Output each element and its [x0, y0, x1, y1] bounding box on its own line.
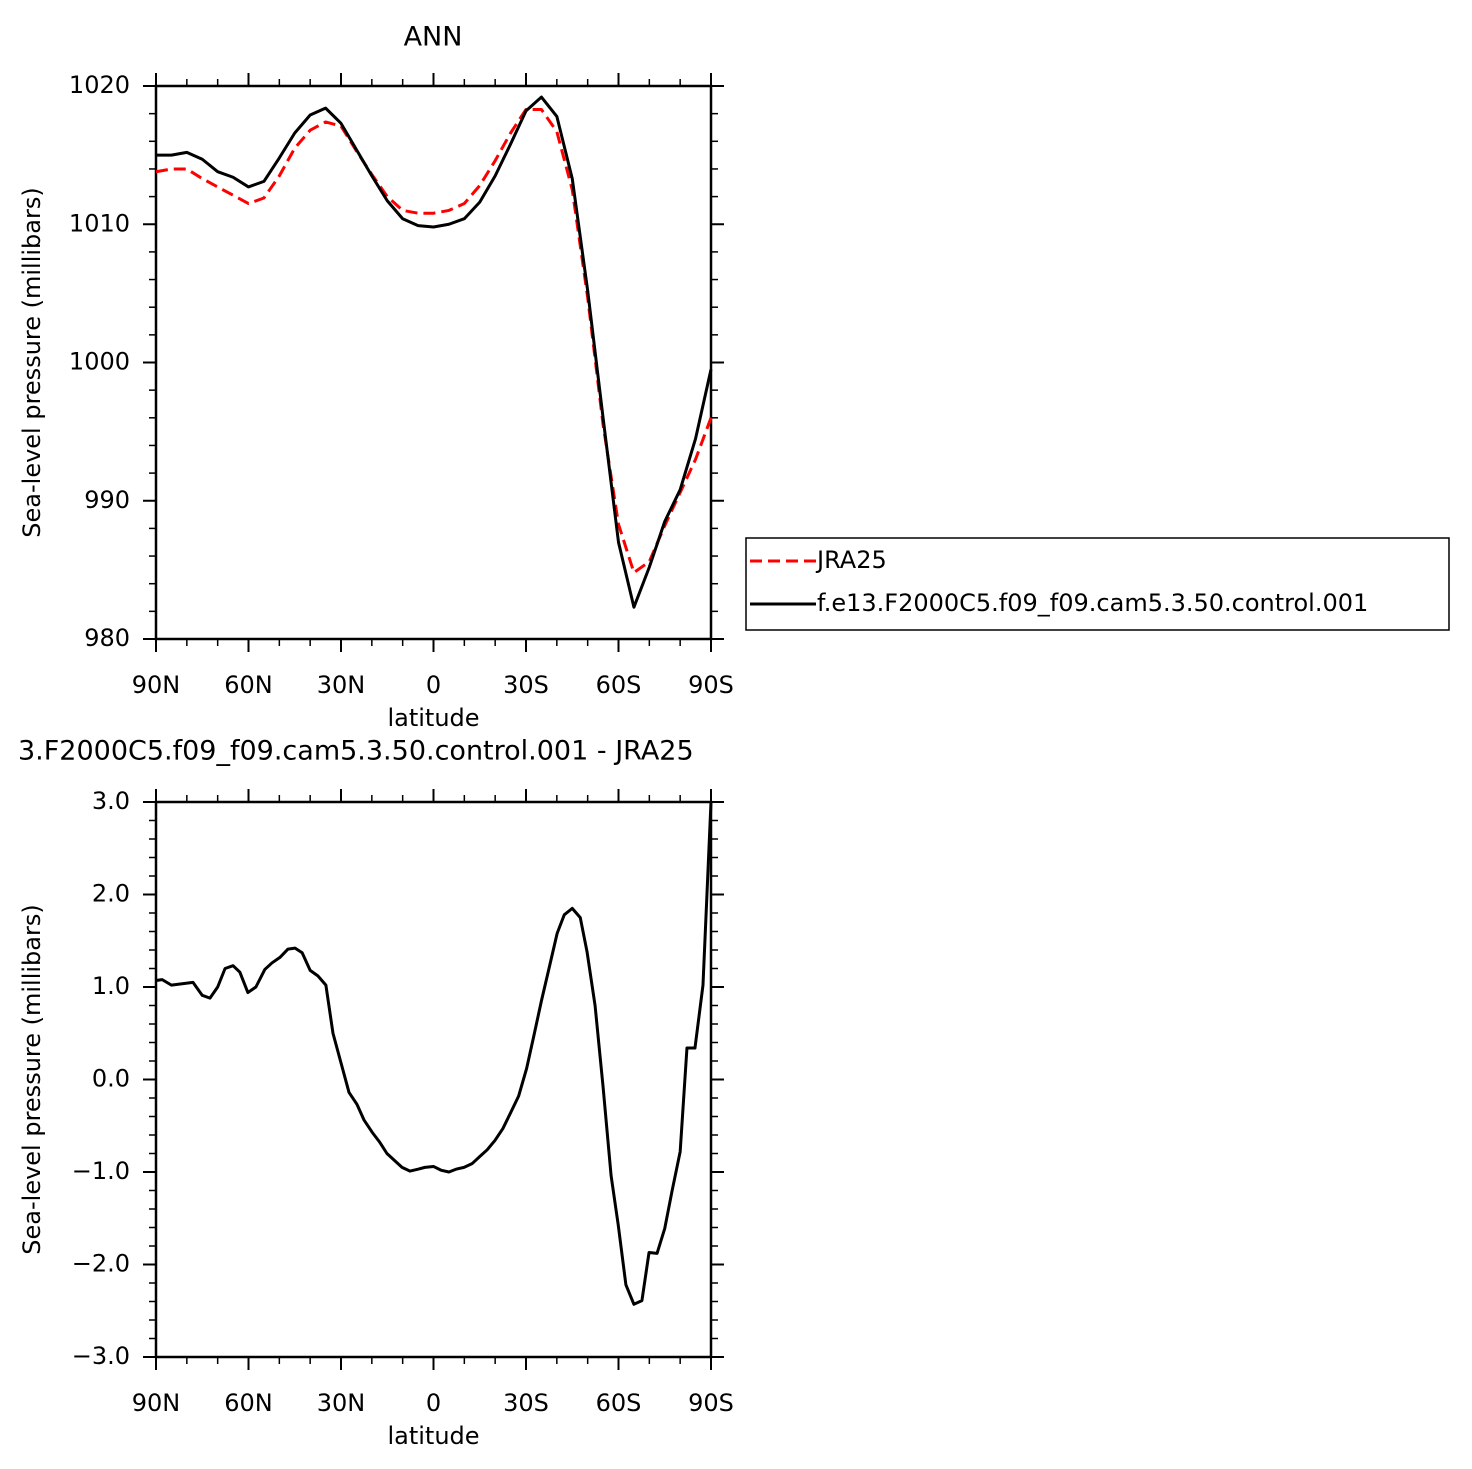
x-tick-label: 60S [596, 1389, 642, 1417]
y-tick-label: 1020 [69, 71, 130, 99]
x-axis-label: latitude [387, 1422, 479, 1450]
data-line [156, 95, 713, 609]
legend-box [745, 537, 1450, 631]
y-axis-label: Sea-level pressure (millibars) [18, 187, 46, 537]
x-tick-label: 90S [688, 671, 734, 699]
chart-title: ANN [404, 22, 463, 53]
chart-title: 3.F2000C5.f09_f09.cam5.3.50.control.001 … [18, 736, 694, 767]
data-line [155, 801, 713, 1306]
y-tick-label: 0.0 [92, 1065, 130, 1093]
x-tick-label: 90N [132, 1389, 181, 1417]
y-axis-label: Sea-level pressure (millibars) [18, 904, 46, 1254]
x-tick-label: 60N [224, 1389, 273, 1417]
y-tick-label: 1010 [69, 209, 130, 237]
y-tick-label: 3.0 [92, 787, 130, 815]
data-line [155, 108, 713, 575]
x-tick-label: 0 [426, 1389, 441, 1417]
x-tick-label: 90N [132, 671, 181, 699]
y-tick-label: −2.0 [72, 1250, 130, 1278]
y-tick-label: 2.0 [92, 880, 130, 908]
y-tick-label: −1.0 [72, 1157, 130, 1185]
legend-label: f.e13.F2000C5.f09_f09.cam5.3.50.control.… [817, 589, 1368, 617]
y-tick-label: 1000 [69, 348, 130, 376]
y-tick-label: 990 [84, 486, 130, 514]
x-tick-label: 60S [596, 671, 642, 699]
legend-label: JRA25 [815, 546, 887, 574]
y-tick-label: 980 [84, 624, 130, 652]
x-axis-label: latitude [387, 704, 479, 732]
y-tick-label: −3.0 [72, 1342, 130, 1370]
x-tick-label: 0 [426, 671, 441, 699]
x-tick-label: 30S [503, 671, 549, 699]
x-tick-label: 60N [224, 671, 273, 699]
y-tick-label: 1.0 [92, 972, 130, 1000]
x-tick-label: 30N [317, 1389, 366, 1417]
x-tick-label: 30N [317, 671, 366, 699]
x-tick-label: 90S [688, 1389, 734, 1417]
x-tick-label: 30S [503, 1389, 549, 1417]
